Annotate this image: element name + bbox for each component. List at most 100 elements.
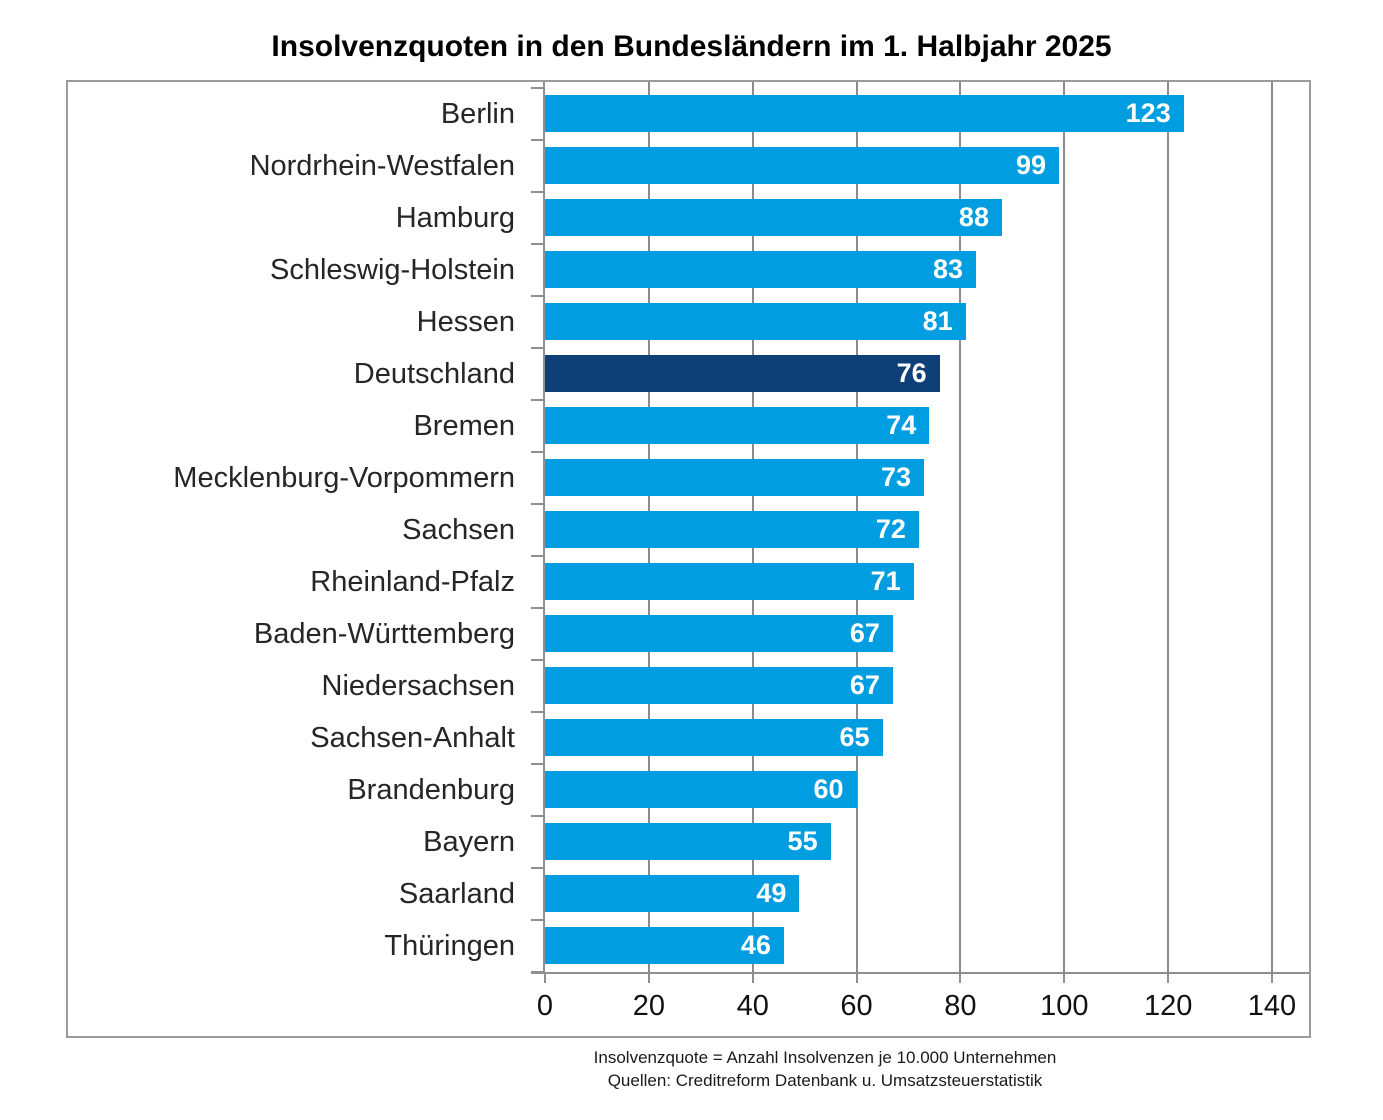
value-axis-tick-label: 100 bbox=[1040, 990, 1089, 1022]
bar: 55 bbox=[545, 823, 831, 860]
value-axis-tick-label: 0 bbox=[536, 990, 554, 1022]
value-axis-tick bbox=[1271, 974, 1273, 983]
footnote-sources: Quellen: Creditreform Datenbank u. Umsat… bbox=[607, 1071, 1043, 1090]
value-axis-tick bbox=[959, 974, 962, 983]
bar-row: Schleswig-Holstein 83 bbox=[68, 244, 1309, 296]
gridline-x-140 bbox=[1271, 82, 1273, 974]
bar-value-label: 67 bbox=[849, 670, 880, 700]
category-label: Hessen bbox=[416, 306, 515, 338]
bar: 73 bbox=[545, 459, 925, 496]
bar: 71 bbox=[545, 563, 914, 600]
bar-row: Sachsen-Anhalt 65 bbox=[68, 712, 1309, 764]
value-axis-tick bbox=[1167, 974, 1170, 983]
bar-row: Berlin 123 bbox=[68, 88, 1309, 140]
bar-value-label: 123 bbox=[1125, 98, 1171, 128]
gridline-x-80 bbox=[959, 82, 962, 974]
value-axis-tick bbox=[647, 974, 650, 983]
bar: 65 bbox=[545, 719, 883, 756]
bar: 81 bbox=[545, 303, 966, 340]
bar-row: Deutschland 76 bbox=[68, 348, 1309, 400]
value-axis-tick-label: 60 bbox=[840, 990, 873, 1022]
bar: 72 bbox=[545, 511, 919, 548]
bar-row: Thüringen 46 bbox=[68, 920, 1309, 972]
value-axis-line bbox=[531, 972, 1309, 974]
bar-value-label: 55 bbox=[787, 826, 818, 856]
bar-value-label: 99 bbox=[1016, 150, 1047, 180]
bar-row: Sachsen 72 bbox=[68, 504, 1309, 556]
bar-value-label: 73 bbox=[881, 462, 912, 492]
bar-row: Brandenburg 60 bbox=[68, 764, 1309, 816]
category-label: Bayern bbox=[423, 826, 515, 858]
category-axis-tick bbox=[531, 243, 543, 245]
bar-row: Saarland 49 bbox=[68, 868, 1309, 920]
category-axis-line bbox=[543, 82, 545, 974]
bar-row: Bayern 55 bbox=[68, 816, 1309, 868]
bar-value-label: 49 bbox=[756, 878, 787, 908]
gridline-x-100 bbox=[1063, 82, 1066, 974]
chart-frame: Berlin 123 Nordrhein-Westfalen 99 Hamburg 88 S… bbox=[66, 80, 1311, 1038]
bar: 83 bbox=[545, 251, 976, 288]
category-label: Bremen bbox=[413, 410, 515, 442]
category-axis-tick bbox=[531, 919, 543, 921]
category-axis-tick bbox=[531, 763, 543, 765]
category-axis-tick bbox=[531, 815, 543, 817]
category-axis-tick bbox=[531, 451, 543, 453]
category-label: Thüringen bbox=[384, 930, 515, 962]
bar-value-label: 72 bbox=[875, 514, 906, 544]
bar-value-label: 76 bbox=[896, 358, 927, 388]
footnote-definition: Insolvenzquote = Anzahl Insolvenzen je 1… bbox=[593, 1048, 1057, 1067]
category-axis-tick bbox=[531, 191, 543, 193]
bar: 88 bbox=[545, 199, 1002, 236]
bar: 49 bbox=[545, 875, 800, 912]
category-axis-tick bbox=[531, 139, 543, 141]
bar-row: Hessen 81 bbox=[68, 296, 1309, 348]
bar-value-label: 46 bbox=[740, 930, 771, 960]
category-label: Sachsen-Anhalt bbox=[310, 722, 515, 754]
value-axis-tick-label: 120 bbox=[1143, 990, 1193, 1022]
value-axis-tick bbox=[544, 974, 546, 983]
category-axis-tick bbox=[531, 503, 543, 505]
bar-row: Mecklenburg-Vorpommern 73 bbox=[68, 452, 1309, 504]
bar: 67 bbox=[545, 667, 893, 704]
bar: 123 bbox=[545, 95, 1184, 132]
category-axis-tick bbox=[531, 659, 543, 661]
bar-value-label: 83 bbox=[932, 254, 963, 284]
bar: 46 bbox=[545, 927, 784, 964]
category-axis-tick bbox=[531, 87, 543, 89]
category-label: Saarland bbox=[398, 878, 515, 910]
bar-value-label: 74 bbox=[886, 410, 917, 440]
category-label: Schleswig-Holstein bbox=[270, 254, 515, 286]
category-label: Brandenburg bbox=[347, 774, 515, 806]
category-axis-tick bbox=[531, 607, 543, 609]
value-axis-tick-label: 80 bbox=[944, 990, 977, 1022]
category-axis-tick bbox=[531, 555, 543, 557]
bar: 74 bbox=[545, 407, 930, 444]
bar-value-label: 60 bbox=[813, 774, 844, 804]
category-label: Hamburg bbox=[395, 202, 515, 234]
bar-value-label: 71 bbox=[870, 566, 901, 596]
bar-value-label: 88 bbox=[958, 202, 989, 232]
category-label: Rheinland-Pfalz bbox=[310, 566, 515, 598]
footnote: Insolvenzquote = Anzahl Insolvenzen je 1… bbox=[543, 1046, 1107, 1092]
category-label: Deutschland bbox=[353, 358, 515, 390]
bar-row: Baden-Württemberg 67 bbox=[68, 608, 1309, 660]
bar-row: Nordrhein-Westfalen 99 bbox=[68, 140, 1309, 192]
bar: 67 bbox=[545, 615, 893, 652]
value-axis-tick-label: 40 bbox=[736, 990, 769, 1022]
bar-value-label: 81 bbox=[922, 306, 953, 336]
bar-row: Niedersachsen 67 bbox=[68, 660, 1309, 712]
category-label: Nordrhein-Westfalen bbox=[249, 150, 515, 182]
category-label: Mecklenburg-Vorpommern bbox=[173, 462, 515, 494]
value-axis-tick-label: 20 bbox=[632, 990, 665, 1022]
category-axis-tick bbox=[531, 711, 543, 713]
bar: 60 bbox=[545, 771, 857, 808]
value-axis-tick bbox=[751, 974, 754, 983]
category-label: Berlin bbox=[440, 98, 515, 130]
value-axis-tick-label: 140 bbox=[1247, 990, 1297, 1022]
category-axis-tick bbox=[531, 295, 543, 297]
category-label: Baden-Württemberg bbox=[253, 618, 515, 650]
chart-title: Insolvenzquoten in den Bundesländern im … bbox=[271, 30, 1112, 63]
gridline-x-120 bbox=[1167, 82, 1170, 974]
value-axis-tick bbox=[1063, 974, 1066, 983]
